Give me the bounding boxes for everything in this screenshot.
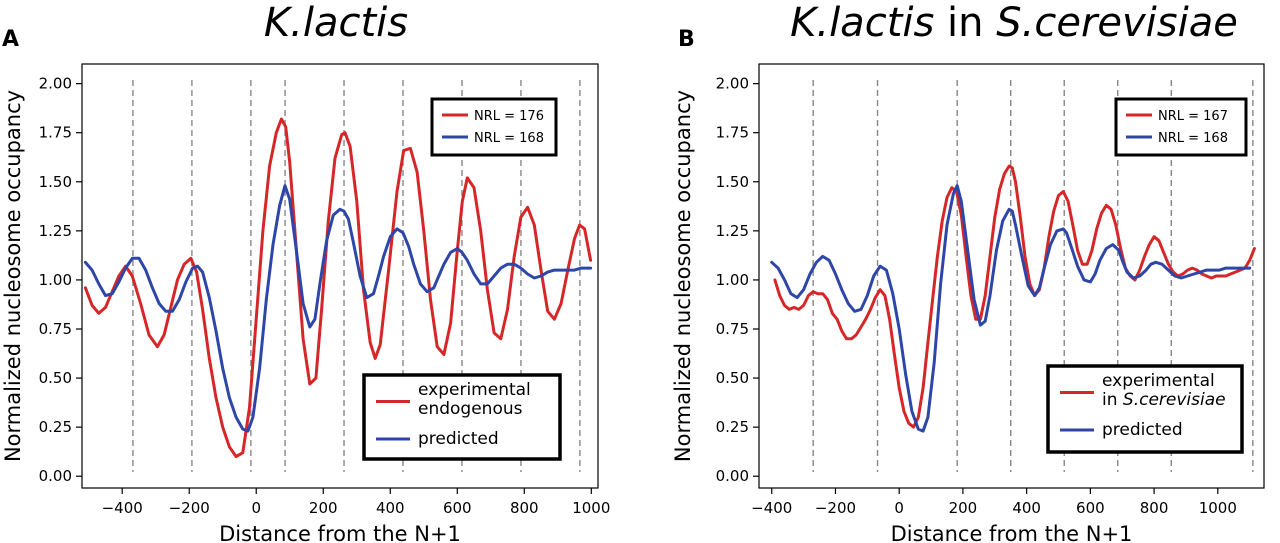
x-tick-label: 800: [510, 499, 539, 517]
y-tick-label: 0.75: [39, 320, 72, 338]
series-legend-label: endogenous: [418, 399, 523, 419]
x-tick-label: 1000: [1199, 499, 1237, 517]
x-tick-label: 600: [443, 499, 472, 517]
text-run: predicted: [418, 429, 499, 449]
x-tick-label: 400: [376, 499, 405, 517]
chart-title: K.lactis in S.cerevisiae: [790, 0, 1238, 46]
text-run: K.lactis: [264, 0, 408, 46]
series-legend-label: experimental: [1102, 371, 1215, 391]
y-tick-label: 1.75: [39, 124, 72, 142]
y-axis-label: Normalized nucleosome occupancy: [1, 90, 25, 462]
nrl-legend-label: NRL = 167: [1158, 109, 1228, 124]
y-tick-label: 0.00: [716, 467, 749, 485]
text-run: in: [1102, 390, 1123, 410]
panel-label: A: [2, 27, 19, 52]
x-tick-label: 1000: [572, 499, 610, 517]
series-legend-label: in S.cerevisiae: [1102, 390, 1226, 410]
plot-frame: [758, 63, 1265, 489]
series-line-experimental: [773, 164, 1256, 429]
y-tick-label: 1.25: [716, 222, 749, 240]
nrl-legend-box: [1114, 97, 1248, 157]
x-tick-label: 0: [251, 499, 261, 517]
text-run: S.cerevisiae: [996, 0, 1238, 46]
text-run: endogenous: [418, 399, 523, 419]
text-run: S.cerevisiae: [1123, 390, 1226, 410]
y-tick-label: 0.50: [39, 369, 72, 387]
x-tick-label: 200: [309, 499, 338, 517]
panel-a: A K.lactis −400 −200 0 200 400 600 800 1000 0.00 0.…: [1, 0, 610, 543]
plot-frame: [81, 63, 599, 489]
y-tick-label: 0.50: [716, 369, 749, 387]
y-tick-label: 0.25: [39, 418, 72, 436]
x-axis-label: Distance from the N+1: [891, 522, 1133, 543]
series-legend-box: [1046, 364, 1244, 454]
nrl-legend-box: [430, 97, 558, 157]
series-line-predicted: [83, 184, 593, 433]
text-run: K.lactis: [790, 0, 934, 46]
y-tick-label: 0.75: [716, 320, 749, 338]
series-legend-box: [362, 373, 562, 461]
y-tick-label: 2.00: [39, 75, 72, 93]
y-tick-label: 1.50: [39, 173, 72, 191]
text-run: experimental: [418, 380, 531, 400]
x-tick-label: −400: [751, 499, 792, 517]
series-line-experimental: [83, 117, 593, 459]
chart-title: K.lactis: [264, 0, 408, 46]
panel-label: B: [678, 27, 695, 52]
y-tick-label: 1.00: [716, 271, 749, 289]
nrl-legend-label: NRL = 168: [1158, 131, 1228, 146]
x-axis-label: Distance from the N+1: [219, 522, 461, 543]
y-tick-label: 2.00: [716, 75, 749, 93]
x-tick-label: −200: [169, 499, 210, 517]
x-tick-label: 0: [894, 499, 904, 517]
y-tick-label: 1.50: [716, 173, 749, 191]
series-legend-label: predicted: [1102, 420, 1183, 440]
nrl-legend-label: NRL = 168: [474, 131, 544, 146]
y-tick-label: 1.25: [39, 222, 72, 240]
x-tick-label: 600: [1076, 499, 1105, 517]
text-run: predicted: [1102, 420, 1183, 440]
x-tick-label: 800: [1140, 499, 1169, 517]
nrl-legend-label: NRL = 176: [474, 109, 544, 124]
x-tick-label: 400: [1012, 499, 1041, 517]
y-tick-label: 1.00: [39, 271, 72, 289]
series-legend-label: experimental: [418, 380, 531, 400]
series-line-predicted: [770, 184, 1252, 433]
x-tick-label: −400: [102, 499, 143, 517]
x-tick-label: −200: [815, 499, 856, 517]
panel-b: B K.lactis in S.cerevisiae −400 −200 0 200 400…: [671, 0, 1265, 543]
text-run: experimental: [1102, 371, 1215, 391]
y-tick-label: 0.25: [716, 418, 749, 436]
text-run: in: [934, 0, 996, 46]
y-tick-label: 0.00: [39, 467, 72, 485]
series-legend-label: predicted: [418, 429, 499, 449]
y-axis-label: Normalized nucleosome occupancy: [671, 90, 695, 462]
x-tick-label: 200: [949, 499, 978, 517]
y-tick-label: 1.75: [716, 124, 749, 142]
